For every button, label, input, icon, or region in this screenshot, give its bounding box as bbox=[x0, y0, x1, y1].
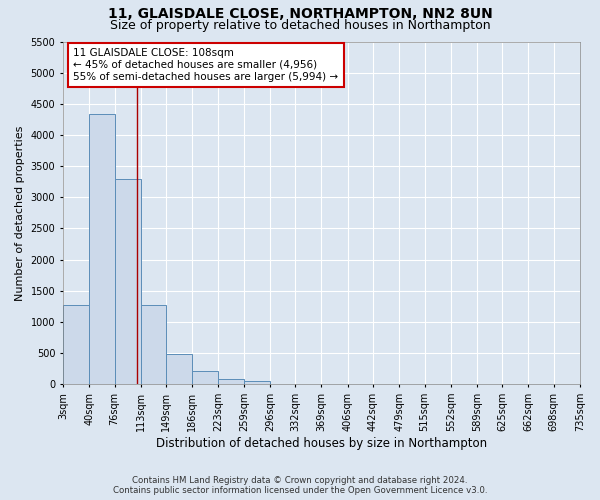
X-axis label: Distribution of detached houses by size in Northampton: Distribution of detached houses by size … bbox=[156, 437, 487, 450]
Bar bbox=[192, 371, 218, 384]
Text: 11, GLAISDALE CLOSE, NORTHAMPTON, NN2 8UN: 11, GLAISDALE CLOSE, NORTHAMPTON, NN2 8U… bbox=[107, 8, 493, 22]
Bar bbox=[218, 380, 244, 384]
Bar bbox=[140, 304, 166, 384]
Text: 11 GLAISDALE CLOSE: 108sqm
← 45% of detached houses are smaller (4,956)
55% of s: 11 GLAISDALE CLOSE: 108sqm ← 45% of deta… bbox=[73, 48, 338, 82]
Text: Size of property relative to detached houses in Northampton: Size of property relative to detached ho… bbox=[110, 19, 490, 32]
Text: Contains HM Land Registry data © Crown copyright and database right 2024.
Contai: Contains HM Land Registry data © Crown c… bbox=[113, 476, 487, 495]
Bar bbox=[115, 178, 140, 384]
Y-axis label: Number of detached properties: Number of detached properties bbox=[15, 125, 25, 300]
Bar bbox=[63, 305, 89, 384]
Bar bbox=[244, 381, 270, 384]
Bar bbox=[166, 354, 192, 384]
Bar bbox=[89, 114, 115, 384]
